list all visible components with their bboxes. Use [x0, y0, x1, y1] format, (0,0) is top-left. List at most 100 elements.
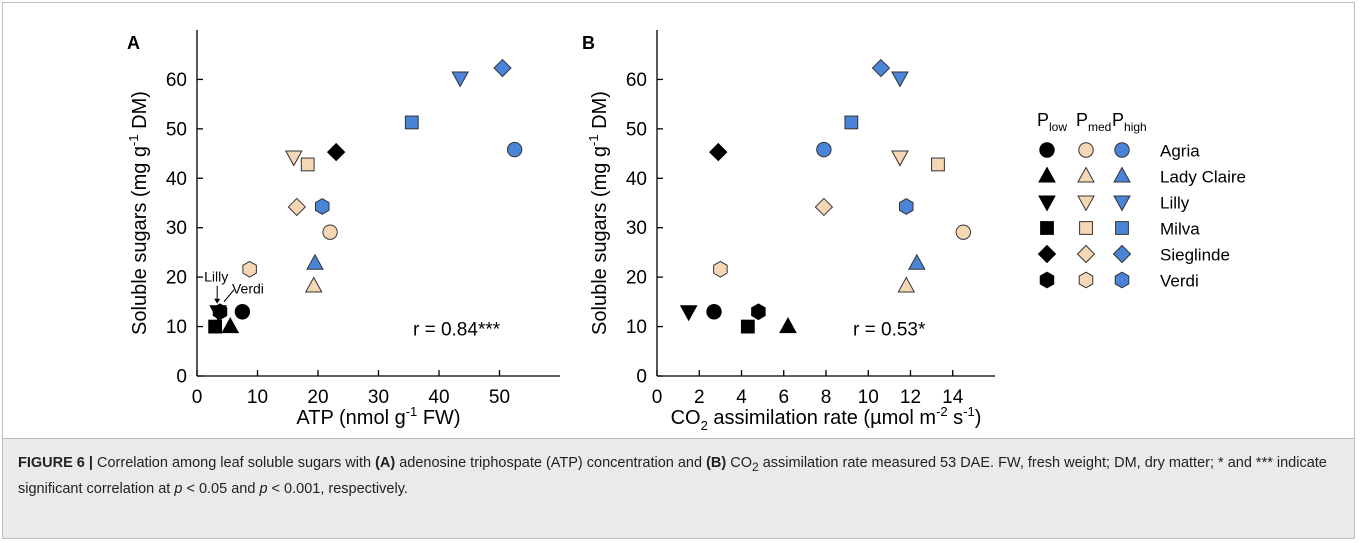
- point-sieglinde-phigh: [871, 58, 891, 78]
- point-lady-claire-pmed: [897, 276, 916, 293]
- legend-label-verdi: Verdi: [1160, 272, 1199, 291]
- legend-label-agria: Agria: [1160, 142, 1200, 161]
- y-tick-label: 30: [626, 218, 647, 239]
- legend-marker-agria-plow: [1039, 142, 1055, 158]
- point-verdi-phigh: [899, 198, 914, 215]
- caption-p-symbol: p: [174, 480, 183, 497]
- y-tick-label: 40: [166, 169, 187, 190]
- correlation-annotation: r = 0.84***: [413, 319, 501, 340]
- y-tick-label: 20: [626, 268, 647, 289]
- y-tick-label: 10: [626, 317, 647, 338]
- caption-figure-number: FIGURE 6 |: [18, 455, 93, 471]
- point-agria-pmed: [955, 224, 972, 240]
- point-label: Lilly: [204, 269, 228, 285]
- panel-b: 0 10 20 30 40 50 60 0 2 4 6 8 10 12 14 B Soluble sugars …: [582, 30, 995, 433]
- legend-marker-verdi-phigh: [1114, 271, 1130, 289]
- panel-label: A: [127, 33, 140, 53]
- x-tick-label: 10: [858, 387, 879, 408]
- legend-marker-sieglinde-phigh: [1112, 244, 1132, 264]
- point-milva-phigh: [844, 115, 859, 130]
- legend-marker-lady-claire-plow: [1038, 166, 1056, 183]
- legend-header-low: Plow: [1037, 110, 1067, 134]
- y-tick-label: 60: [166, 70, 187, 91]
- point-lady-claire-phigh: [306, 253, 324, 270]
- point-verdi-phigh: [314, 198, 330, 215]
- y-tick-label: 50: [166, 119, 187, 140]
- point-sieglinde-phigh: [493, 58, 512, 78]
- y-tick-label: 40: [626, 169, 647, 190]
- x-axis-label: ATP (nmol g-1 FW): [296, 404, 460, 429]
- caption-text-4: assimilation rate measured 53 DAE. FW, f…: [18, 455, 1327, 497]
- caption-b-label: (B): [706, 455, 727, 471]
- x-tick-label: 10: [247, 387, 268, 408]
- point-agria-phigh: [506, 141, 523, 158]
- point-lilly-pmed: [891, 150, 909, 167]
- point-lilly-phigh: [451, 71, 470, 88]
- caption-a-label: (A): [375, 455, 396, 471]
- legend-marker-milva-pmed: [1079, 221, 1093, 235]
- y-axis-label: Soluble sugars (mg g-1 DM): [126, 91, 151, 335]
- caption-p-symbol: p: [259, 480, 268, 497]
- caption-text-2: adenosine triphospate (ATP) concentratio…: [395, 455, 707, 471]
- legend-marker-lilly-phigh: [1113, 195, 1131, 212]
- legend-marker-sieglinde-plow: [1037, 244, 1057, 264]
- caption-subscript: 2: [752, 459, 759, 474]
- point-label-arrowhead: [214, 298, 221, 304]
- point-agria-plow: [234, 304, 251, 320]
- caption-text-1: Correlation among leaf soluble sugars wi…: [92, 455, 376, 471]
- legend-label-lilly: Lilly: [1160, 194, 1190, 213]
- figure-caption-bar: FIGURE 6 | Correlation among leaf solubl…: [2, 438, 1355, 539]
- legend-marker-lady-claire-phigh: [1113, 166, 1131, 183]
- legend-marker-agria-phigh: [1114, 142, 1130, 158]
- point-agria-pmed: [322, 224, 338, 240]
- caption-text-6: < 0.001, respectively.: [267, 480, 408, 497]
- legend-marker-verdi-pmed: [1078, 271, 1094, 289]
- legend-marker-lilly-pmed: [1077, 195, 1095, 212]
- y-tick-label: 60: [626, 70, 647, 91]
- point-lilly-pmed: [284, 150, 303, 167]
- point-lady-claire-pmed: [304, 276, 323, 293]
- point-verdi-pmed: [242, 260, 257, 278]
- figure-chart-area: 0 10 20 30 40 50 60 0 10 20 30 40 50 A Soluble sugars …: [126, 30, 1246, 433]
- y-tick-label: 20: [166, 268, 187, 289]
- legend-marker-milva-phigh: [1115, 221, 1129, 235]
- point-verdi-plow: [751, 303, 766, 321]
- point-milva-plow: [208, 319, 223, 334]
- y-tick-label: 0: [176, 367, 187, 388]
- y-tick-label: 50: [626, 119, 647, 140]
- legend-marker-lady-claire-pmed: [1077, 166, 1095, 183]
- y-tick-label: 10: [166, 317, 187, 338]
- point-label-arrow: [223, 289, 235, 303]
- x-tick-label: 4: [736, 387, 747, 408]
- legend-label-sieglinde: Sieglinde: [1160, 246, 1230, 265]
- point-sieglinde-pmed: [814, 197, 834, 217]
- x-tick-label: 30: [368, 387, 389, 408]
- legend-header-med: Pmed: [1076, 110, 1111, 134]
- point-sieglinde-plow: [326, 142, 346, 162]
- figure-caption: FIGURE 6 | Correlation among leaf solubl…: [18, 452, 1338, 500]
- x-tick-label: 6: [778, 387, 789, 408]
- point-lady-claire-phigh: [907, 253, 926, 270]
- y-tick-label: 0: [636, 367, 647, 388]
- point-sieglinde-pmed: [287, 197, 307, 217]
- point-agria-plow: [706, 304, 722, 320]
- point-lilly-plow: [679, 305, 698, 322]
- point-milva-plow: [740, 319, 755, 334]
- x-tick-label: 20: [307, 387, 328, 408]
- legend-marker-milva-plow: [1040, 221, 1054, 235]
- legend-header-high: Phigh: [1112, 110, 1147, 134]
- point-verdi-pmed: [713, 260, 728, 278]
- panel-a: 0 10 20 30 40 50 60 0 10 20 30 40 50 A Soluble sugars …: [126, 30, 560, 429]
- point-lilly-phigh: [891, 71, 909, 88]
- point-milva-phigh: [404, 115, 419, 130]
- y-tick-label: 30: [166, 218, 187, 239]
- x-tick-label: 12: [900, 387, 921, 408]
- caption-text-3: CO: [726, 455, 752, 471]
- x-tick-label: 14: [942, 387, 964, 408]
- x-tick-label: 50: [489, 387, 510, 408]
- legend-label-lady-claire: Lady Claire: [1160, 168, 1246, 187]
- point-sieglinde-plow: [709, 142, 728, 162]
- legend-label-milva: Milva: [1160, 220, 1200, 239]
- legend-marker-verdi-plow: [1039, 271, 1055, 289]
- point-lady-claire-plow: [221, 317, 240, 334]
